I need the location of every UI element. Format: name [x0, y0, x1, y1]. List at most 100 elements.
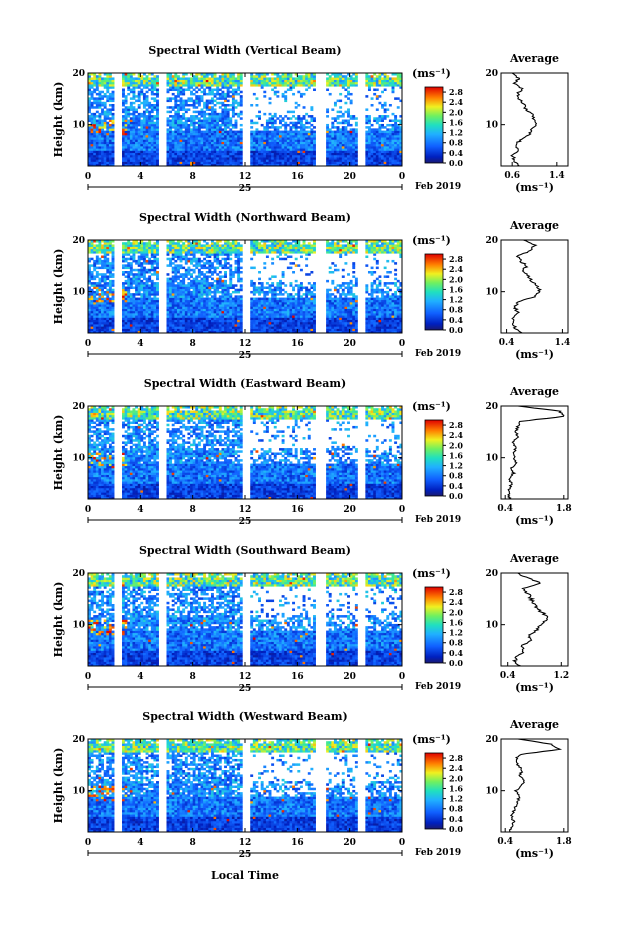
colorbar-tick-label: 2.0 — [449, 607, 463, 617]
colorbar-unit: (ms⁻¹) — [412, 567, 451, 580]
avg-x-tick-label: 0.4 — [500, 671, 516, 681]
x-tick-label: 4 — [137, 505, 143, 515]
avg-y-tick-label: 10 — [485, 288, 498, 298]
colorbar-unit: (ms⁻¹) — [412, 234, 451, 247]
heatmap-cells — [88, 406, 403, 500]
x-tick-label: 8 — [190, 505, 196, 515]
colorbar-tick-label: 0.0 — [449, 325, 463, 335]
colorbar-tick-label: 0.8 — [449, 471, 463, 481]
colorbar-tick-label: 0.8 — [449, 638, 463, 648]
colorbar — [424, 586, 444, 664]
colorbar-tick-label: 2.0 — [449, 274, 463, 284]
x-tick-label: 4 — [137, 838, 143, 848]
x-tick-label: 0 — [85, 838, 91, 848]
avg-y-tick-label: 20 — [485, 236, 498, 246]
colorbar-tick-label: 0.4 — [449, 315, 463, 325]
y-tick-label: 20 — [72, 236, 85, 246]
panel-title: Spectral Width (Westward Beam) — [142, 710, 347, 723]
colorbar-tick-label: 2.8 — [449, 587, 463, 597]
x-tick-label: 12 — [239, 672, 252, 682]
panel-title: Spectral Width (Southward Beam) — [139, 544, 351, 557]
x-tick-label: 20 — [343, 339, 356, 349]
colorbar-tick-label: 0.0 — [449, 491, 463, 501]
x-tick-label: 16 — [291, 838, 304, 848]
avg-frame — [500, 239, 569, 334]
colorbar-tick-label: 0.4 — [449, 481, 463, 491]
avg-unit: (ms⁻¹) — [515, 514, 554, 527]
colorbar-tick-label: 0.0 — [449, 158, 463, 168]
colorbar-unit: (ms⁻¹) — [412, 733, 451, 746]
x-axis-label: Local Time — [211, 869, 279, 882]
x-tick-label: 16 — [291, 505, 304, 515]
colorbar-tick-label: 0.4 — [449, 148, 463, 158]
avg-y-tick-label: 10 — [485, 454, 498, 464]
colorbar-tick-label: 2.8 — [449, 254, 463, 264]
colorbar-tick-label: 2.4 — [449, 597, 463, 607]
x-tick-label: 20 — [343, 838, 356, 848]
colorbar-tick-label: 1.6 — [449, 450, 463, 460]
colorbar-unit: (ms⁻¹) — [412, 400, 451, 413]
colorbar-tick-label: 2.0 — [449, 440, 463, 450]
x-tick-label: 4 — [137, 172, 143, 182]
colorbar-tick-label: 2.0 — [449, 107, 463, 117]
x-tick-label: 16 — [291, 339, 304, 349]
avg-x-tick-label: 0.4 — [497, 504, 513, 514]
date-label: Feb 2019 — [415, 349, 461, 359]
panel-3: Spectral Width (Eastward Beam) 10 20 Height… — [52, 377, 572, 527]
x-tick-label: 0 — [85, 672, 91, 682]
colorbar-tick-label: 0.8 — [449, 138, 463, 148]
x-tick-label: 16 — [291, 672, 304, 682]
avg-profile-line — [511, 239, 543, 334]
avg-x-tick-label: 0.4 — [497, 837, 513, 847]
colorbar-tick-label: 2.8 — [449, 420, 463, 430]
colorbar-tick-label: 1.6 — [449, 284, 463, 294]
x-tick-label: 0 — [399, 838, 405, 848]
avg-profile-line — [510, 72, 538, 167]
x-tick-label: 16 — [291, 172, 304, 182]
colorbar-unit: (ms⁻¹) — [412, 67, 451, 80]
day-label: 25 — [239, 850, 252, 860]
date-label: Feb 2019 — [415, 182, 461, 192]
avg-y-tick-label: 10 — [485, 621, 498, 631]
heatmap-cells — [88, 73, 403, 167]
colorbar — [424, 253, 444, 331]
colorbar-tick-label: 1.2 — [449, 461, 463, 471]
colorbar-tick-label: 1.2 — [449, 128, 463, 138]
colorbar-tick-label: 1.6 — [449, 117, 463, 127]
panel-5: Spectral Width (Westward Beam) 10 20 Height… — [52, 710, 572, 860]
x-tick-label: 4 — [137, 672, 143, 682]
avg-x-tick-label: 1.8 — [556, 504, 572, 514]
x-tick-label: 0 — [399, 672, 405, 682]
y-axis-label: Height (km) — [52, 415, 65, 491]
panel-1: Spectral Width (Vertical Beam) 10 20 Height… — [52, 44, 569, 194]
avg-y-tick-label: 10 — [485, 787, 498, 797]
avg-frame — [500, 72, 569, 167]
avg-x-tick-label: 1.2 — [553, 671, 569, 681]
y-tick-label: 10 — [72, 621, 85, 631]
avg-y-tick-label: 20 — [485, 569, 498, 579]
colorbar-tick-label: 2.0 — [449, 773, 463, 783]
avg-title: Average — [509, 718, 559, 731]
avg-x-tick-label: 0.4 — [499, 338, 515, 348]
x-tick-label: 20 — [343, 505, 356, 515]
avg-frame — [500, 405, 569, 500]
avg-title: Average — [509, 385, 559, 398]
x-tick-label: 8 — [190, 339, 196, 349]
colorbar-tick-label: 2.4 — [449, 430, 463, 440]
colorbar-tick-label: 0.0 — [449, 658, 463, 668]
panel-title: Spectral Width (Vertical Beam) — [148, 44, 341, 57]
x-tick-label: 12 — [239, 505, 252, 515]
colorbar-tick-label: 0.4 — [449, 814, 463, 824]
colorbar-tick-label: 1.6 — [449, 783, 463, 793]
y-axis-label: Height (km) — [52, 748, 65, 824]
colorbar-tick-label: 0.0 — [449, 824, 463, 834]
day-label: 25 — [239, 684, 252, 694]
colorbar-tick-label: 1.2 — [449, 794, 463, 804]
avg-x-tick-label: 1.4 — [549, 171, 565, 181]
y-tick-label: 10 — [72, 121, 85, 131]
avg-unit: (ms⁻¹) — [515, 348, 554, 361]
y-tick-label: 20 — [72, 402, 85, 412]
day-label: 25 — [239, 517, 252, 527]
y-tick-label: 20 — [72, 69, 85, 79]
